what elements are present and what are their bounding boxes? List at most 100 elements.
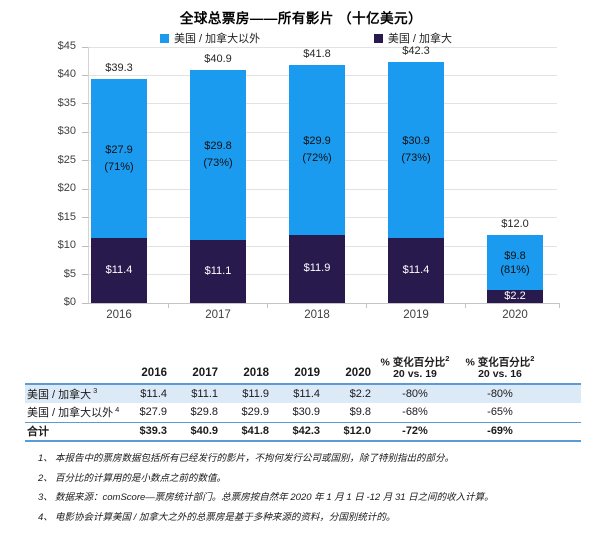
row-label: 合计 bbox=[27, 426, 49, 439]
bar-international-value: $9.8 bbox=[504, 249, 526, 262]
y-axis-tick bbox=[82, 217, 88, 219]
cell-percent-change: -72% bbox=[402, 425, 428, 438]
footnote-text: 本报告中的票房数据包括所有已经发行的影片，不拘何发行公司或国别，除了特别指出的部… bbox=[55, 453, 455, 464]
y-axis-tick bbox=[82, 131, 88, 133]
table-year-header: 2017 bbox=[192, 367, 218, 379]
bar-international-label: $9.8 (81%) bbox=[475, 235, 555, 291]
cell-value: $30.9 bbox=[292, 406, 320, 419]
table-header-row: 2016 2017 2018 2019 2020% 变化百分比2 20 vs. 19% 变… bbox=[25, 341, 581, 384]
x-axis-tick bbox=[465, 303, 466, 308]
cell-filler bbox=[545, 422, 581, 441]
row-label: 美国 / 加拿大 3 bbox=[27, 386, 98, 401]
y-axis-tick bbox=[82, 274, 88, 276]
table-year-header: 2016 bbox=[141, 367, 167, 379]
y-axis-label: $25 bbox=[57, 153, 76, 166]
bar-international-value: $29.8 bbox=[204, 140, 232, 153]
y-axis-label: $10 bbox=[57, 239, 76, 252]
legend-color-swatch-icon bbox=[373, 33, 383, 43]
footnote-text: 数据来源：comScore—票房统计部门。总票房按自然年 2020 年 1 月 … bbox=[55, 492, 494, 504]
y-axis-tick bbox=[82, 245, 88, 247]
table-corner-cell bbox=[25, 341, 120, 384]
x-axis-line bbox=[88, 303, 560, 304]
y-axis-tick bbox=[82, 188, 88, 190]
bar-us-canada-label: $11.9 bbox=[303, 262, 331, 275]
footnote-number: 4、 bbox=[38, 511, 53, 523]
bar-us-canada-label: $11.1 bbox=[204, 264, 232, 277]
table-year-header: 2020 bbox=[345, 367, 371, 379]
cell-percent-change: -80% bbox=[402, 388, 428, 400]
percent-header-range: 20 vs. 16 bbox=[478, 368, 522, 380]
bar-segment-us-canada bbox=[388, 238, 444, 303]
x-axis-category-label: 2017 bbox=[205, 309, 231, 321]
cell-filler bbox=[545, 403, 581, 422]
y-axis-label: $20 bbox=[57, 182, 76, 195]
cell-value: $40.9 bbox=[190, 425, 218, 438]
cell-value: $41.8 bbox=[241, 425, 269, 438]
x-axis-tick bbox=[267, 303, 268, 308]
cell-value: $9.8 bbox=[349, 406, 371, 419]
bar-segment-us-canada bbox=[190, 239, 246, 303]
bar-total-label: $42.3 bbox=[402, 45, 430, 58]
bar-international-percent: (73%) bbox=[401, 152, 431, 165]
x-axis-tick bbox=[559, 303, 560, 308]
cell-percent-change: -69% bbox=[487, 425, 513, 438]
table-row: 美国 / 加拿大以外 4 $27.9 $29.8 $29.9 $30.9 $9.8 -68% -… bbox=[25, 403, 581, 422]
box-office-table: 2016 2017 2018 2019 2020% 变化百分比2 20 vs. 19% 变… bbox=[25, 341, 581, 442]
bar-international-value: $29.9 bbox=[303, 135, 331, 148]
legend-label: 美国 / 加拿大以外 bbox=[174, 33, 261, 45]
row-label-footnote-ref: 4 bbox=[115, 404, 120, 414]
bar-international-percent: (73%) bbox=[203, 157, 233, 170]
bar-international-value: $30.9 bbox=[402, 135, 430, 148]
bar-segment-international bbox=[91, 79, 147, 239]
legend-item-1: 美国 / 加拿大 bbox=[373, 30, 452, 46]
cell-value: $11.4 bbox=[293, 388, 320, 400]
row-label-footnote-ref: 3 bbox=[93, 386, 98, 396]
cell-value: $29.8 bbox=[190, 406, 218, 419]
x-axis-category-label: 2019 bbox=[403, 309, 429, 321]
legend-color-swatch-icon bbox=[160, 33, 169, 43]
bar-us-canada-label: $11.4 bbox=[105, 264, 133, 277]
table-body: 美国 / 加拿大 3 $11.4 $11.1 $11.9 $11.4 $2.2 -80% -80… bbox=[25, 384, 581, 441]
bar-segment-international bbox=[190, 70, 246, 240]
footnote-number: 3、 bbox=[38, 492, 53, 504]
cell-value: $12.0 bbox=[343, 425, 371, 438]
bar-international-label: $29.9 (72%) bbox=[277, 65, 357, 235]
cell-percent-change: -65% bbox=[487, 406, 513, 419]
bar-international-label: $27.9 (71%) bbox=[79, 79, 159, 238]
cell-filler bbox=[545, 384, 581, 403]
x-axis-tick bbox=[366, 303, 367, 308]
cell-value: $42.3 bbox=[292, 425, 320, 438]
y-axis-label: $40 bbox=[57, 68, 76, 81]
x-axis-category-label: 2016 bbox=[106, 309, 132, 321]
bar-international-label: $29.8 (73%) bbox=[178, 70, 258, 240]
table-header: 2016 2017 2018 2019 2020% 变化百分比2 20 vs. 19% 变… bbox=[25, 341, 581, 384]
cell-value: $2.2 bbox=[349, 388, 371, 400]
table-percent-header: % 变化百分比2 20 vs. 16 bbox=[455, 341, 545, 384]
bar-international-percent: (81%) bbox=[500, 263, 530, 276]
table-filler-cell bbox=[545, 341, 581, 384]
y-axis-label: $45 bbox=[57, 40, 76, 52]
y-axis-tick bbox=[82, 46, 88, 48]
table-percent-header: % 变化百分比2 20 vs. 19 bbox=[375, 341, 455, 384]
percent-header-footnote-ref: 2 bbox=[530, 353, 535, 363]
row-label: 美国 / 加拿大以外 4 bbox=[27, 404, 120, 420]
footnote-item: 1、 本报告中的票房数据包括所有已经发行的影片，不拘何发行公司或国别，除了特别指出… bbox=[38, 453, 586, 464]
footnote-number: 1、 bbox=[38, 453, 53, 464]
cell-value: $39.3 bbox=[139, 425, 167, 438]
y-axis-tick bbox=[82, 160, 88, 162]
cell-value: $11.1 bbox=[191, 388, 218, 400]
y-axis-label: $30 bbox=[57, 125, 76, 138]
footnote-number: 2、 bbox=[38, 472, 53, 484]
bar-segment-international bbox=[487, 234, 543, 291]
footnote-text: 电影协会计算美国 / 加拿大之外的总票房是基于多种来源的资料，分国别统计的。 bbox=[55, 511, 396, 523]
footnote-text: 百分比的计算用的是小数点之前的数值。 bbox=[55, 472, 227, 484]
bar-total-label: $40.9 bbox=[204, 53, 232, 66]
footnote-item: 3、 数据来源：comScore—票房统计部门。总票房按自然年 2020 年 1 … bbox=[38, 492, 586, 503]
y-axis-line bbox=[88, 47, 89, 303]
percent-header-footnote-ref: 2 bbox=[445, 353, 450, 363]
table-row: 美国 / 加拿大 3 $11.4 $11.1 $11.9 $11.4 $2.2 -80% -80… bbox=[25, 384, 581, 403]
y-axis-label: $5 bbox=[63, 267, 76, 280]
cell-value: $11.4 bbox=[140, 388, 167, 400]
y-axis-tick bbox=[82, 103, 88, 105]
cell-percent-change: -80% bbox=[487, 388, 513, 400]
